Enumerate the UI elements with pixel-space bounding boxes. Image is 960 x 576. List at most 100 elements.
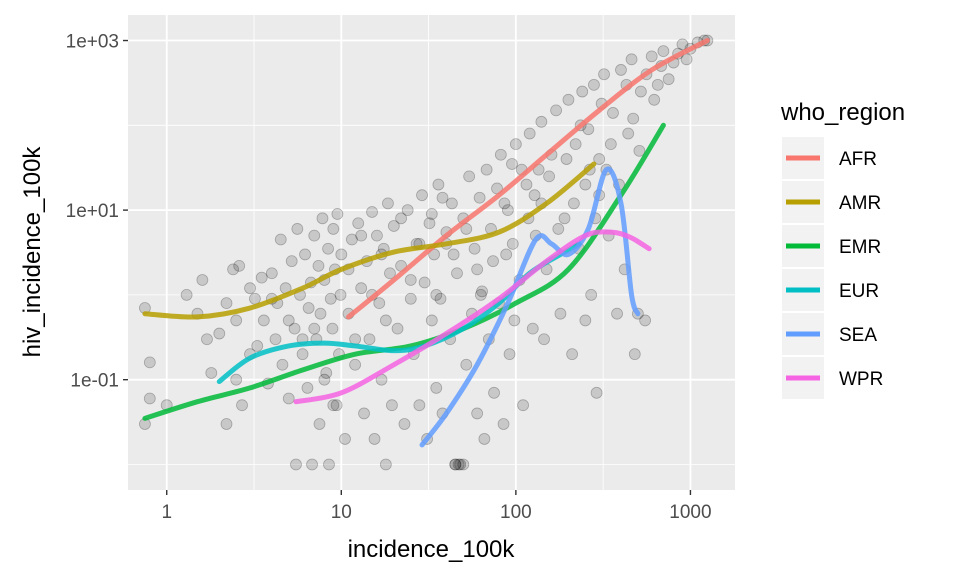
scatter-point	[434, 292, 447, 305]
legend-label: EMR	[839, 237, 881, 258]
scatter-point	[401, 204, 414, 217]
scatter-point	[233, 259, 246, 272]
scatter-point	[523, 127, 536, 140]
scatter-point	[633, 144, 646, 157]
scatter-point	[423, 217, 436, 230]
scatter-point	[220, 418, 233, 430]
scatter-point	[327, 399, 340, 412]
scatter-point	[251, 340, 264, 352]
scatter-point	[452, 458, 465, 471]
scatter-point	[535, 115, 548, 128]
scatter-point	[299, 248, 311, 261]
scatter-point	[449, 458, 462, 471]
legend-label: AMR	[839, 193, 881, 214]
scatter-point	[560, 153, 573, 165]
scatter-point	[604, 138, 617, 151]
y-tick-label: 1e+03	[66, 32, 119, 53]
scatter-point	[306, 458, 318, 471]
series-line-wpr	[293, 229, 652, 405]
x-axis-title: incidence_100k	[348, 536, 516, 563]
scatter-point	[662, 73, 675, 86]
scatter-point	[313, 418, 326, 430]
scatter-point	[387, 220, 400, 232]
scatter-point	[230, 314, 243, 327]
scatter-point	[265, 267, 278, 280]
scatter-point	[639, 314, 652, 327]
scatter-point	[562, 93, 575, 106]
scatter-point	[276, 358, 289, 371]
scatter-point	[196, 274, 209, 286]
scatter-point	[506, 158, 518, 170]
scatter-point	[471, 407, 484, 420]
scatter-point	[593, 153, 606, 165]
scatter-point	[327, 223, 340, 235]
y-tick-label: 1e-01	[70, 371, 119, 392]
scatter-point	[322, 242, 334, 255]
scatter-point	[432, 178, 445, 191]
scatter-point	[282, 392, 295, 405]
scatter-point	[257, 314, 270, 327]
legend-label: WPR	[839, 369, 883, 390]
scatter-point	[457, 458, 470, 471]
scatter-point	[579, 314, 592, 327]
scatter-point	[558, 212, 571, 225]
scatter-point	[445, 197, 458, 210]
scatter-point	[358, 407, 370, 420]
scatter-point	[500, 248, 513, 261]
scatter-point	[538, 333, 550, 346]
series-line-afr	[346, 38, 710, 320]
scatter-point	[386, 399, 398, 412]
scatter-point	[680, 53, 693, 66]
scatter-point	[550, 104, 562, 117]
scatter-point	[220, 297, 233, 310]
legend-label: AFR	[839, 149, 877, 170]
scatter-point	[227, 263, 240, 276]
scatter-point	[622, 127, 635, 140]
scatter-point	[143, 392, 156, 405]
scatter-point	[449, 458, 462, 471]
scatter-point	[301, 382, 314, 394]
scatter-point	[413, 399, 426, 412]
scatter-point	[323, 458, 335, 471]
y-axis: 1e-01 1e+01 1e+03	[66, 32, 128, 392]
scatter-point	[384, 267, 396, 280]
scatter-point	[345, 233, 358, 246]
scatter-point	[320, 367, 333, 379]
legend: who_region AFR AMR EMR EUR SEA WPR	[780, 99, 905, 399]
scatter-point	[418, 276, 431, 289]
scatter-point	[430, 288, 443, 301]
scatter-point	[255, 271, 268, 284]
scatter-point	[180, 288, 193, 301]
scatter-point	[611, 307, 623, 320]
scatter-point	[460, 223, 473, 235]
scatter-point	[316, 212, 329, 225]
scatter-point	[460, 358, 473, 371]
scatter-point	[244, 282, 256, 295]
scatter-point	[585, 288, 598, 301]
scatter-point	[331, 208, 344, 220]
scatter-point	[382, 197, 394, 210]
x-tick-label: 100	[500, 502, 532, 523]
scatter-point	[648, 93, 661, 106]
scatter-point	[451, 267, 463, 280]
scatter-point	[308, 322, 321, 335]
scatter-point	[554, 307, 567, 320]
scatter-point	[355, 229, 368, 242]
scatter-point	[274, 233, 287, 246]
scatter-point	[498, 197, 511, 210]
scatter-point	[503, 348, 516, 361]
scatter-point	[651, 78, 664, 91]
y-tick-label: 1e+01	[66, 201, 119, 222]
scatter-point	[625, 53, 638, 66]
scatter-point	[487, 255, 499, 268]
scatter-point	[249, 292, 261, 305]
scatter-point	[508, 314, 521, 327]
scatter-point	[509, 138, 522, 151]
scatter-point	[368, 433, 381, 445]
scatter-point	[201, 333, 213, 346]
scatter-point	[582, 123, 595, 136]
scatter-points	[139, 34, 714, 471]
scatter-point	[501, 204, 514, 217]
scatter-point	[363, 333, 376, 346]
scatter-point	[269, 333, 282, 346]
